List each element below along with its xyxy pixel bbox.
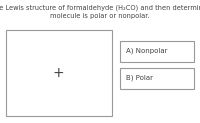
Text: +: + xyxy=(52,66,64,80)
Text: Draw the Lewis structure of formaldehyde (H₂CO) and then determine if the: Draw the Lewis structure of formaldehyde… xyxy=(0,4,200,11)
Bar xyxy=(120,68,194,89)
Bar xyxy=(120,41,194,62)
Bar xyxy=(6,30,112,116)
Text: B) Polar: B) Polar xyxy=(126,75,153,81)
Text: A) Nonpolar: A) Nonpolar xyxy=(126,48,168,54)
Text: molecule is polar or nonpolar.: molecule is polar or nonpolar. xyxy=(50,13,150,19)
